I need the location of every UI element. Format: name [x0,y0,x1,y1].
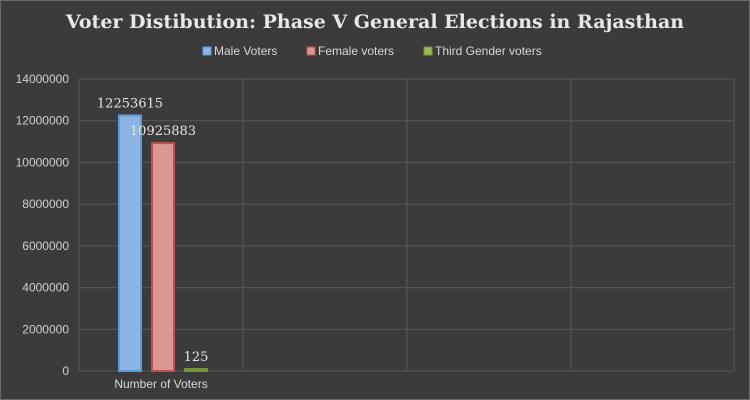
y-tick-label-7: 14000000 [16,72,70,86]
gridlines [78,78,735,372]
y-tick-label-2: 4000000 [22,281,69,295]
legend: Male Voters Female voters Third Gender vot… [202,44,542,58]
bar-1 [151,142,175,372]
data-label-0: 12253615 [97,96,163,111]
bar-2 [184,368,208,372]
legend-swatch-2 [423,46,433,56]
data-label-1: 10925883 [130,124,196,139]
legend-label-2: Third Gender voters [435,44,542,58]
data-labels: 12253615 10925883 125 [97,96,209,365]
y-tick-label-5: 10000000 [16,155,70,169]
legend-label-0: Male Voters [214,44,277,58]
x-axis-categories: Number of Voters [114,377,207,391]
y-tick-label-1: 2000000 [22,322,69,336]
legend-swatch-1 [306,46,316,56]
legend-label-1: Female voters [318,44,394,58]
bar-0 [118,114,142,372]
y-tick-label-6: 12000000 [16,114,70,128]
y-tick-label-3: 6000000 [22,239,69,253]
data-label-2: 125 [184,350,209,365]
chart-title: Voter Distibution: Phase V General Elect… [65,11,684,33]
bars [118,114,208,372]
legend-swatch-0 [202,46,212,56]
y-axis-ticks: 0 2000000 4000000 6000000 8000000 10000000 120… [16,72,70,378]
y-tick-label-0: 0 [62,364,69,378]
x-category-label-0: Number of Voters [114,377,207,391]
y-tick-label-4: 8000000 [22,197,69,211]
